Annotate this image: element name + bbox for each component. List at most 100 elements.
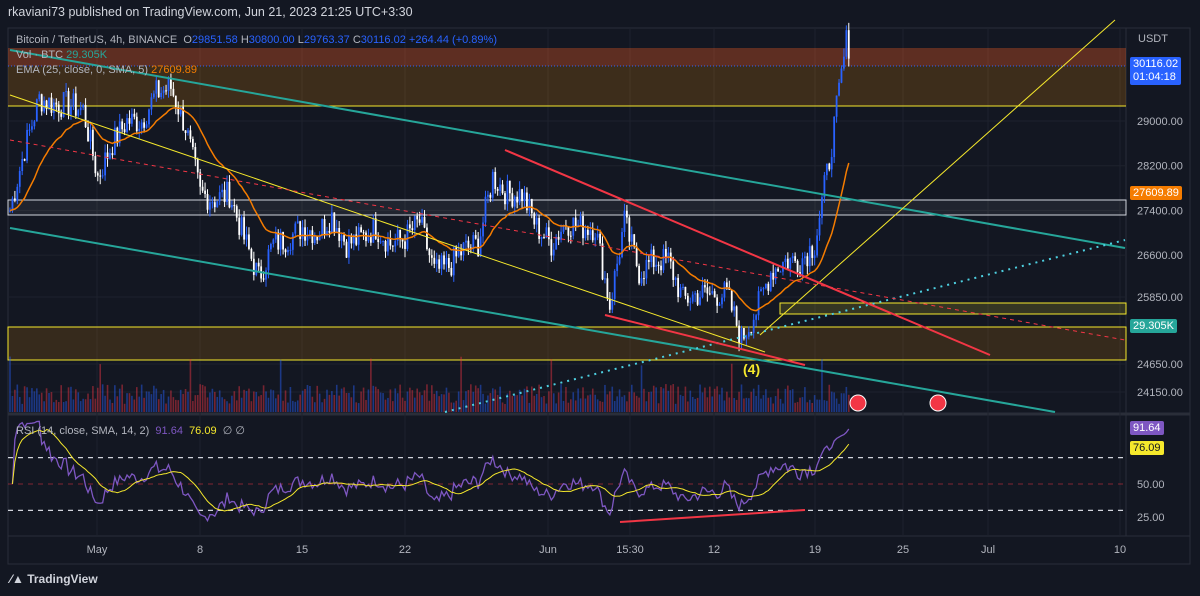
volume-bar: [50, 392, 53, 412]
volume-bar: [728, 397, 731, 412]
volume-label[interactable]: Vol · BTC: [16, 49, 64, 61]
low-value: 29763.37: [303, 34, 350, 46]
candle: [623, 210, 626, 232]
volume-bar: [567, 402, 570, 412]
candle: [489, 194, 492, 198]
volume-bar: [182, 393, 184, 412]
volume-bar: [813, 395, 816, 412]
volume-bar: [794, 402, 796, 412]
volume-bar: [287, 402, 289, 412]
volume-bar: [560, 384, 562, 412]
ema-value: 27609.89: [151, 64, 198, 76]
candle: [311, 230, 314, 244]
volume-bar: [284, 390, 287, 412]
volume-bar: [779, 398, 782, 412]
candle: [779, 271, 782, 273]
candle: [496, 188, 499, 191]
candle: [82, 105, 85, 108]
volume-bar: [157, 399, 160, 412]
volume-bar: [450, 402, 453, 412]
candle: [711, 291, 714, 294]
candle: [21, 159, 24, 172]
candle: [11, 198, 14, 211]
candle: [445, 258, 448, 265]
candle: [338, 228, 341, 241]
volume-bar: [243, 389, 245, 412]
candle: [99, 175, 102, 177]
candle: [101, 175, 104, 177]
candle: [696, 293, 699, 305]
candle: [404, 241, 406, 249]
symbol-name[interactable]: Bitcoin / TetherUS, 4h, BINANCE: [16, 34, 178, 46]
volume-bar: [587, 395, 589, 412]
candle: [240, 217, 243, 235]
volume-bar: [16, 384, 19, 412]
volume-bar: [353, 385, 355, 412]
candle: [533, 213, 536, 225]
candle: [157, 80, 160, 98]
volume-bar: [774, 396, 777, 412]
volume-bar: [326, 389, 328, 412]
rsi-line: [11, 420, 850, 523]
volume-bar: [640, 365, 643, 412]
volume-bar: [248, 388, 250, 412]
candle: [177, 107, 180, 115]
candle: [384, 241, 387, 252]
rsi-value: 91.64: [155, 425, 183, 437]
candle: [418, 219, 421, 223]
candle: [791, 256, 794, 259]
volume-bar: [482, 393, 484, 412]
candle: [345, 241, 348, 258]
volume-bar: [209, 392, 211, 412]
volume-bar: [694, 398, 696, 412]
volume-bar: [830, 391, 833, 412]
volume-bar: [370, 358, 372, 412]
rsi-label[interactable]: RSI (14, close, SMA, 14, 2): [16, 425, 150, 437]
volume-bar: [760, 398, 762, 412]
volume-bar: [843, 393, 845, 412]
candle: [31, 126, 33, 130]
open-value: 29851.58: [191, 34, 238, 46]
volume-bar: [826, 400, 828, 412]
volume-bar: [187, 391, 189, 412]
volume-bar: [557, 392, 560, 412]
volume-bar: [38, 394, 41, 412]
candle: [423, 216, 426, 228]
volume-bar: [111, 402, 114, 412]
o-label: O: [183, 34, 192, 46]
volume-bar: [194, 395, 197, 412]
volume-bar: [838, 403, 840, 412]
ema-label[interactable]: EMA (25, close, 0, SMA, 5): [16, 64, 149, 76]
x-tick-label: Jun: [539, 544, 557, 556]
candle: [377, 238, 380, 243]
candle: [387, 238, 389, 252]
candle: [704, 285, 706, 288]
volume-bar: [184, 388, 187, 412]
y-tick-label: 29000.00: [1137, 116, 1183, 128]
candle: [321, 219, 324, 236]
volume-bar: [55, 399, 58, 412]
volume-bar: [109, 399, 111, 412]
volume-bar: [452, 402, 455, 412]
candle: [52, 102, 55, 113]
candle: [740, 328, 743, 344]
tradingview-logo[interactable]: ⁄‍▲ TradingView: [10, 572, 98, 586]
volume-bar: [531, 386, 533, 412]
candle: [540, 237, 543, 239]
volume-bar: [323, 398, 326, 412]
volume-bar: [662, 388, 665, 412]
volume-bar: [226, 401, 228, 412]
volume-bar: [394, 388, 397, 412]
candle: [723, 282, 726, 298]
logo-icon: ⁄‍▲: [10, 572, 28, 586]
volume-bar: [309, 385, 311, 412]
volume-bar: [367, 389, 370, 412]
candle: [601, 243, 604, 280]
volume-bar: [401, 397, 404, 412]
volume-bar: [306, 384, 309, 412]
candle: [513, 196, 516, 207]
candle: [245, 234, 248, 240]
volume-bar: [318, 393, 321, 412]
volume-bar: [623, 395, 626, 412]
